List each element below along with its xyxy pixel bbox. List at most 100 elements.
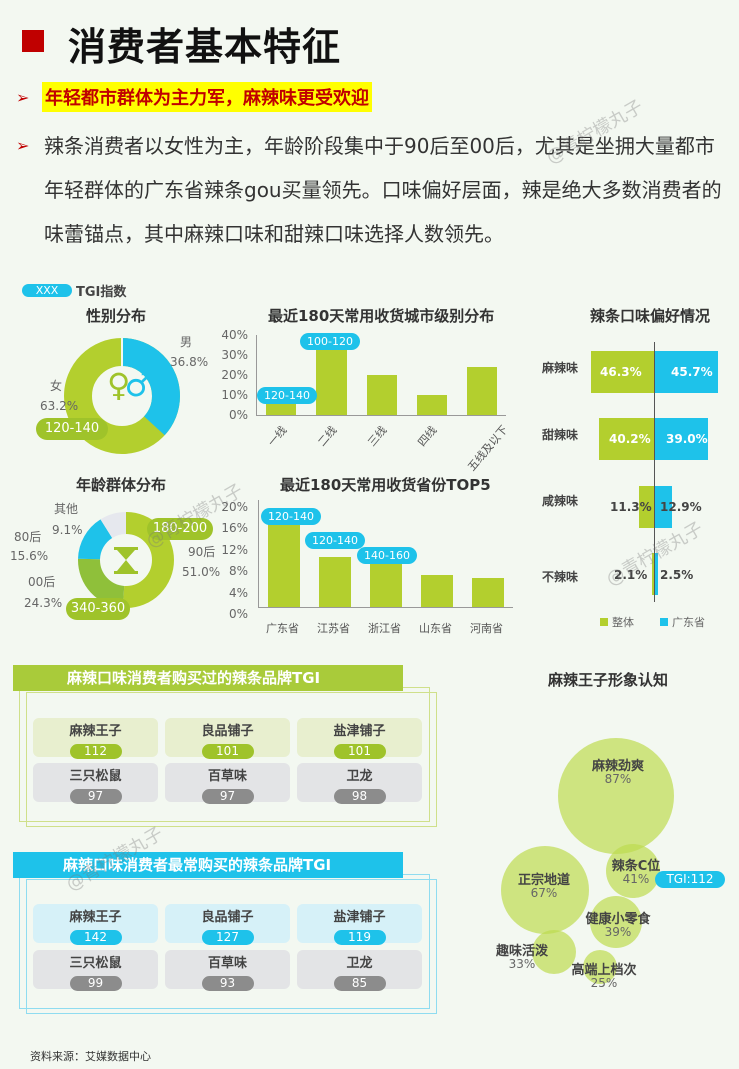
bar-jiangsu xyxy=(319,557,351,607)
age-pct-80s: 15.6% xyxy=(10,549,49,563)
zhejiang-tgi-tag: 140-160 xyxy=(357,547,417,564)
bubble-label: 正宗地道 xyxy=(517,873,570,888)
bubble-fun xyxy=(532,930,576,974)
flavor-bar-overall xyxy=(652,553,654,595)
brand-table-frame xyxy=(26,879,437,1014)
bar-shandong xyxy=(421,575,453,607)
brand-cell: 良品铺子 101 xyxy=(165,718,290,759)
flavor-bar-guangdong xyxy=(655,418,708,460)
age-chart-title: 年龄群体分布 xyxy=(76,476,167,494)
x-tick: 广东省 xyxy=(266,622,299,635)
bubble-label: 健康小零食 xyxy=(585,912,651,927)
brand-cell: 卫龙 85 xyxy=(297,950,422,991)
flavor-value: 12.9% xyxy=(660,500,702,514)
province-x-axis-line xyxy=(258,607,513,608)
guangdong-tgi-tag: 120-140 xyxy=(261,508,321,525)
x-tick: 四线 xyxy=(415,423,440,449)
age-label-80s: 80后 xyxy=(14,530,42,544)
flavor-bar-overall xyxy=(591,351,654,393)
gender-chart-title: 性别分布 xyxy=(86,307,147,325)
bubble-authentic xyxy=(501,846,589,934)
brand-cell: 盐津铺子 101 xyxy=(297,718,422,759)
bar-tier4 xyxy=(417,395,447,415)
bar-guangdong xyxy=(268,524,300,607)
flavor-label: 咸辣味 xyxy=(542,494,579,508)
age-pct-00s: 24.3% xyxy=(24,596,63,610)
bullet-arrow-icon: ➢ xyxy=(16,88,30,107)
bubble-label: 辣条C位 xyxy=(611,859,661,874)
bullet-arrow-icon: ➢ xyxy=(16,136,30,155)
bubble-value: 39% xyxy=(604,925,632,939)
female-label: 女 xyxy=(50,379,63,393)
flavor-center-axis xyxy=(654,342,655,602)
x-tick: 山东省 xyxy=(419,622,452,635)
gender-tgi-tag: 120-140 xyxy=(36,418,108,440)
age-donut-chart xyxy=(78,512,174,608)
legend-swatch-guangdong xyxy=(660,618,668,626)
tgi-legend-label: TGI指数 xyxy=(76,285,127,300)
bar-tier2 xyxy=(316,349,347,415)
page-title: 消费者基本特征 xyxy=(68,25,342,69)
title-marker xyxy=(22,30,44,52)
age-90s-tgi-tag: 180-200 xyxy=(147,518,213,540)
bar-zhejiang xyxy=(370,560,402,607)
flavor-bar-guangdong xyxy=(655,351,718,393)
flavor-bar-overall xyxy=(639,486,654,528)
flavor-value: 45.7% xyxy=(671,365,713,379)
x-tick: 浙江省 xyxy=(368,622,401,635)
city-tier-x-axis-line xyxy=(256,415,506,416)
bubble-label: 趣味活泼 xyxy=(495,944,548,959)
flavor-value: 46.3% xyxy=(600,365,642,379)
brand-cell: 盐津铺子 119 xyxy=(297,904,422,945)
x-tick: 三线 xyxy=(365,423,390,449)
brand-table-header: 麻辣口味消费者购买过的辣条品牌TGI xyxy=(13,665,403,691)
brand-cell: 麻辣王子 112 xyxy=(33,718,158,759)
male-label: 男 xyxy=(180,335,193,349)
tgi-legend-pill: XXX xyxy=(22,284,72,297)
x-tick: 二线 xyxy=(315,423,340,449)
jiangsu-tgi-tag: 120-140 xyxy=(305,532,365,549)
province-chart-title: 最近180天常用收货省份TOP5 xyxy=(280,476,491,494)
age-label-00s: 00后 xyxy=(28,575,56,589)
brand-cell: 三只松鼠 97 xyxy=(33,763,158,804)
brand-cell: 百草味 93 xyxy=(165,950,290,991)
flavor-label: 不辣味 xyxy=(542,570,579,584)
flavor-value: 2.5% xyxy=(660,568,694,582)
flavor-bar-guangdong xyxy=(655,486,672,528)
brand-cell: 卫龙 98 xyxy=(297,763,422,804)
age-pct-other: 9.1% xyxy=(52,523,83,537)
x-tick: 江苏省 xyxy=(317,622,350,635)
city-tier-y-axis-line xyxy=(256,335,257,416)
province-y-axis-line xyxy=(258,500,259,607)
bubble-value: 25% xyxy=(590,976,618,990)
bubble-value: 67% xyxy=(530,886,558,900)
bar-henan xyxy=(472,578,504,607)
bar-tier5 xyxy=(467,367,497,415)
bubble-value: 41% xyxy=(622,872,650,886)
bubble-chart-title: 麻辣王子形象认知 xyxy=(548,671,669,689)
tier2-tgi-tag: 100-120 xyxy=(300,333,360,350)
gender-symbol-icon: ♀♂ xyxy=(107,366,154,404)
brand-table-frame xyxy=(26,692,437,827)
brand-cell: 麻辣王子 142 xyxy=(33,904,158,945)
bubble-c-position xyxy=(606,844,660,898)
x-tick: 河南省 xyxy=(470,622,503,635)
age-pct-90s: 51.0% xyxy=(182,565,221,579)
legend-guangdong: 广东省 xyxy=(672,616,705,629)
female-percent: 63.2% xyxy=(40,399,79,413)
city-tier-chart-title: 最近180天常用收货城市级别分布 xyxy=(268,307,495,325)
flavor-value: 39.0% xyxy=(666,432,708,446)
flavor-value: 11.3% xyxy=(610,500,652,514)
gender-donut-chart xyxy=(64,338,180,454)
data-source: 资料来源：艾媒数据中心 xyxy=(30,1050,151,1063)
age-label-90s: 90后 xyxy=(188,545,216,559)
highlight-headline: 年轻都市群体为主力军，麻辣味更受欢迎 xyxy=(42,82,372,112)
male-percent: 36.8% xyxy=(170,355,209,369)
bubble-label: 高端上档次 xyxy=(571,963,637,978)
x-tick: 一线 xyxy=(265,423,290,449)
brand-table-header: 麻辣口味消费者最常购买的辣条品牌TGI xyxy=(13,852,403,878)
legend-swatch-overall xyxy=(600,618,608,626)
bubble-healthy xyxy=(590,896,642,948)
bubble-value: 87% xyxy=(604,772,632,786)
legend-overall: 整体 xyxy=(612,616,634,629)
